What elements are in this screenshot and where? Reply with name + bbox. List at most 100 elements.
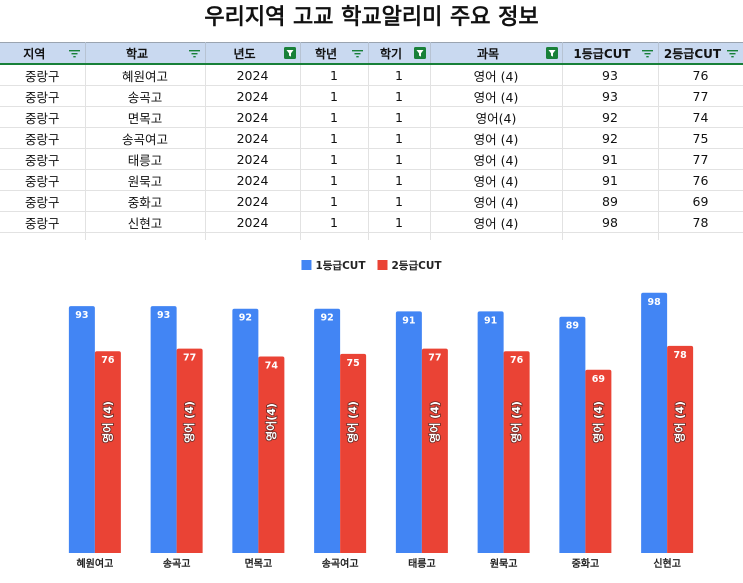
filter-lines-icon[interactable] — [642, 47, 654, 59]
subject-cell[interactable]: 영어 (4) — [430, 211, 563, 233]
subject-cell[interactable]: 영어 (4) — [430, 64, 563, 86]
year-cell[interactable]: 2024 — [205, 211, 301, 233]
semester-cell[interactable]: 1 — [368, 127, 431, 149]
bar-value-label: 78 — [674, 350, 688, 361]
semester-cell[interactable]: 1 — [368, 190, 431, 212]
school-cell[interactable]: 혜원여고 — [85, 64, 206, 86]
region-cell[interactable]: 중랑구 — [0, 148, 86, 170]
bar-value-label: 76 — [101, 355, 115, 366]
region-cell[interactable]: 중랑구 — [0, 85, 86, 107]
semester-cell[interactable]: 1 — [368, 64, 431, 86]
filter-lines-icon[interactable] — [727, 47, 739, 59]
table-row: 중랑구 혜원여고 2024 1 1 영어 (4) 93 76 — [0, 64, 743, 86]
grade-cell[interactable]: 1 — [300, 148, 369, 170]
filter-lines-icon[interactable] — [352, 47, 364, 59]
school-cell[interactable]: 중화고 — [85, 190, 206, 212]
semester-cell[interactable]: 1 — [368, 211, 431, 233]
school-cell[interactable]: 송곡고 — [85, 85, 206, 107]
grade2-cut-cell[interactable]: 77 — [658, 85, 743, 107]
column-header-label: 학기 — [379, 46, 403, 61]
grade2-cut-cell[interactable]: 69 — [658, 190, 743, 212]
grade2-cut-cell[interactable]: 77 — [658, 148, 743, 170]
subject-cell[interactable]: 영어 (4) — [430, 127, 563, 149]
region-cell[interactable]: 중랑구 — [0, 169, 86, 191]
grade-cell[interactable]: 1 — [300, 211, 369, 233]
column-header[interactable]: 학년 — [300, 42, 369, 65]
grade1-cut-cell[interactable]: 93 — [562, 85, 659, 107]
year-cell[interactable]: 2024 — [205, 190, 301, 212]
x-tick-label: 혜원여고 — [76, 557, 113, 570]
column-header[interactable]: 년도 — [205, 42, 301, 65]
grade-cell[interactable]: 1 — [300, 190, 369, 212]
subject-cell[interactable]: 영어 (4) — [430, 148, 563, 170]
bar-value-label: 93 — [157, 310, 170, 321]
header-row: 지역 학교 년도 학년 학기 과목 1등급CUT 2등급CUT — [0, 42, 743, 65]
grade1-cut-cell[interactable]: 92 — [562, 127, 659, 149]
grade-cell[interactable]: 1 — [300, 64, 369, 86]
school-cell[interactable]: 송곡여고 — [85, 127, 206, 149]
region-cell[interactable]: 중랑구 — [0, 211, 86, 233]
sheet-title: 우리지역 고교 학교알리미 주요 정보 — [204, 5, 539, 30]
grade-cell[interactable]: 1 — [300, 106, 369, 128]
column-header[interactable]: 지역 — [0, 42, 86, 65]
region-cell[interactable]: 중랑구 — [0, 64, 86, 86]
bar-series-2 — [94, 351, 121, 553]
table-row: 중랑구 중화고 2024 1 1 영어 (4) 89 69 — [0, 190, 743, 212]
grade-cell[interactable]: 1 — [300, 169, 369, 191]
filter-lines-icon[interactable] — [189, 47, 201, 59]
bar-chart[interactable]: 1등급CUT 2등급CUT 93 93 92 92 91 91 89 98 76 영어 (4) 77 영… — [0, 240, 743, 583]
filter-lines-icon[interactable] — [69, 47, 81, 59]
bar-series-1 — [395, 311, 422, 553]
grade-cell[interactable]: 1 — [300, 127, 369, 149]
school-cell[interactable]: 신현고 — [85, 211, 206, 233]
chart-bars: 93 93 92 92 91 91 89 98 76 영어 (4) 77 영어 (4) 74 영어(4) 7… — [68, 292, 694, 553]
grade-cell[interactable]: 1 — [300, 85, 369, 107]
region-cell[interactable]: 중랑구 — [0, 190, 86, 212]
subject-cell[interactable]: 영어(4) — [430, 106, 563, 128]
region-cell[interactable]: 중랑구 — [0, 106, 86, 128]
filter-funnel-icon[interactable] — [413, 47, 426, 59]
semester-cell[interactable]: 1 — [368, 169, 431, 191]
grade2-cut-cell[interactable]: 78 — [658, 211, 743, 233]
year-cell[interactable]: 2024 — [205, 148, 301, 170]
grade1-cut-cell[interactable]: 98 — [562, 211, 659, 233]
year-cell[interactable]: 2024 — [205, 85, 301, 107]
table-row: 중랑구 원묵고 2024 1 1 영어 (4) 91 76 — [0, 169, 743, 191]
year-cell[interactable]: 2024 — [205, 64, 301, 86]
x-tick-label: 신현고 — [653, 557, 681, 570]
grade1-cut-cell[interactable]: 89 — [562, 190, 659, 212]
column-header[interactable]: 학교 — [85, 42, 206, 65]
semester-cell[interactable]: 1 — [368, 106, 431, 128]
grade2-cut-cell[interactable]: 76 — [658, 64, 743, 86]
subject-cell[interactable]: 영어 (4) — [430, 85, 563, 107]
school-cell[interactable]: 원묵고 — [85, 169, 206, 191]
region-cell[interactable]: 중랑구 — [0, 127, 86, 149]
year-cell[interactable]: 2024 — [205, 169, 301, 191]
grade1-cut-cell[interactable]: 93 — [562, 64, 659, 86]
grade1-cut-cell[interactable]: 91 — [562, 148, 659, 170]
year-cell[interactable]: 2024 — [205, 106, 301, 128]
grade2-cut-cell[interactable]: 76 — [658, 169, 743, 191]
filter-funnel-icon[interactable] — [545, 47, 558, 59]
school-cell[interactable]: 태릉고 — [85, 148, 206, 170]
semester-cell[interactable]: 1 — [368, 85, 431, 107]
data-table: 지역 학교 년도 학년 학기 과목 1등급CUT 2등급CUT 중랑구 혜원여고 2024 1 1 영어… — [0, 42, 743, 246]
subject-cell[interactable]: 영어 (4) — [430, 190, 563, 212]
bar-series-1 — [559, 316, 586, 553]
column-header[interactable]: 과목 — [430, 42, 563, 65]
grade2-cut-cell[interactable]: 74 — [658, 106, 743, 128]
grade1-cut-cell[interactable]: 92 — [562, 106, 659, 128]
semester-cell[interactable]: 1 — [368, 148, 431, 170]
grade1-cut-cell[interactable]: 91 — [562, 169, 659, 191]
column-header-label: 1등급CUT — [573, 46, 631, 61]
subject-cell[interactable]: 영어 (4) — [430, 169, 563, 191]
school-cell[interactable]: 면목고 — [85, 106, 206, 128]
bar-value-label: 74 — [265, 361, 279, 372]
filter-funnel-icon[interactable] — [283, 47, 296, 59]
year-cell[interactable]: 2024 — [205, 127, 301, 149]
column-header-label: 년도 — [233, 46, 256, 61]
grade2-cut-cell[interactable]: 75 — [658, 127, 743, 149]
column-header[interactable]: 2등급CUT — [658, 42, 743, 65]
column-header[interactable]: 1등급CUT — [562, 42, 659, 65]
column-header[interactable]: 학기 — [368, 42, 431, 65]
